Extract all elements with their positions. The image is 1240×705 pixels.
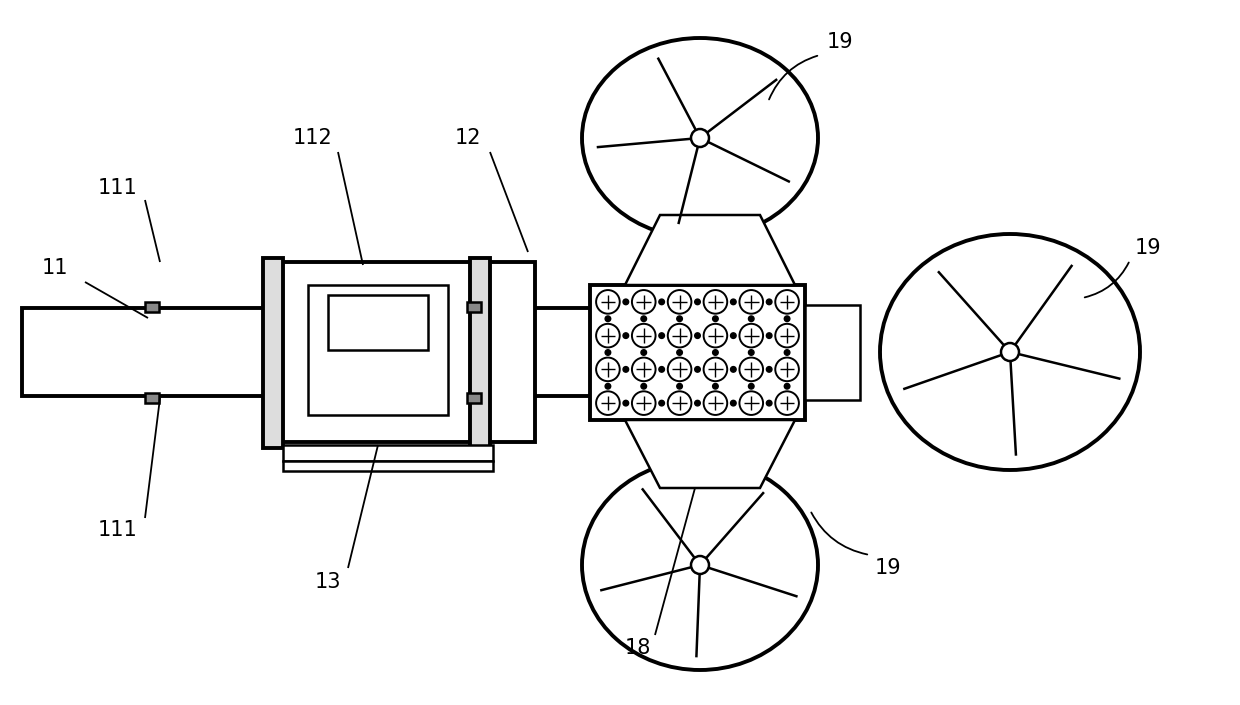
Bar bbox=[329, 295, 428, 350]
Circle shape bbox=[632, 324, 656, 348]
Circle shape bbox=[596, 290, 620, 314]
Polygon shape bbox=[625, 420, 795, 488]
Circle shape bbox=[622, 299, 629, 305]
Circle shape bbox=[739, 391, 763, 415]
Circle shape bbox=[632, 290, 656, 314]
Circle shape bbox=[605, 350, 611, 355]
Circle shape bbox=[605, 316, 611, 321]
Text: 19: 19 bbox=[874, 558, 901, 578]
Circle shape bbox=[730, 367, 737, 372]
Circle shape bbox=[694, 400, 701, 406]
Circle shape bbox=[694, 333, 701, 338]
Bar bbox=[467, 302, 481, 312]
Circle shape bbox=[730, 400, 737, 406]
Text: 19: 19 bbox=[827, 32, 853, 52]
Circle shape bbox=[784, 350, 790, 355]
Bar bbox=[467, 393, 481, 403]
Circle shape bbox=[605, 384, 611, 389]
Circle shape bbox=[713, 350, 718, 355]
Circle shape bbox=[596, 357, 620, 381]
Text: 12: 12 bbox=[455, 128, 481, 148]
Circle shape bbox=[641, 316, 646, 321]
Ellipse shape bbox=[582, 38, 818, 238]
Circle shape bbox=[632, 391, 656, 415]
Text: 111: 111 bbox=[98, 520, 138, 540]
Ellipse shape bbox=[880, 234, 1140, 470]
Circle shape bbox=[749, 384, 754, 389]
Circle shape bbox=[658, 299, 665, 305]
Text: 18: 18 bbox=[625, 638, 651, 658]
Circle shape bbox=[703, 391, 727, 415]
Ellipse shape bbox=[582, 460, 818, 670]
Bar bbox=[283, 461, 494, 471]
Circle shape bbox=[766, 299, 773, 305]
Circle shape bbox=[691, 556, 709, 574]
Text: 19: 19 bbox=[1135, 238, 1162, 258]
Circle shape bbox=[739, 290, 763, 314]
Bar bbox=[308, 285, 448, 415]
Bar bbox=[283, 445, 494, 461]
Circle shape bbox=[749, 316, 754, 321]
Text: 13: 13 bbox=[315, 572, 341, 592]
Circle shape bbox=[766, 367, 773, 372]
Bar bbox=[470, 258, 490, 448]
Bar bbox=[22, 308, 822, 396]
Bar bbox=[263, 258, 283, 448]
Circle shape bbox=[668, 357, 692, 381]
Circle shape bbox=[622, 367, 629, 372]
Circle shape bbox=[668, 391, 692, 415]
Circle shape bbox=[641, 384, 646, 389]
Circle shape bbox=[730, 299, 737, 305]
Circle shape bbox=[730, 333, 737, 338]
Bar bbox=[145, 302, 159, 312]
Circle shape bbox=[775, 290, 799, 314]
Circle shape bbox=[739, 357, 763, 381]
Circle shape bbox=[658, 333, 665, 338]
Circle shape bbox=[677, 316, 682, 321]
Circle shape bbox=[668, 290, 692, 314]
Text: 111: 111 bbox=[98, 178, 138, 198]
Circle shape bbox=[658, 367, 665, 372]
Circle shape bbox=[775, 391, 799, 415]
Bar bbox=[590, 285, 805, 420]
Circle shape bbox=[775, 324, 799, 348]
Circle shape bbox=[622, 400, 629, 406]
Circle shape bbox=[668, 324, 692, 348]
Circle shape bbox=[784, 316, 790, 321]
Circle shape bbox=[766, 333, 773, 338]
Circle shape bbox=[694, 299, 701, 305]
Circle shape bbox=[749, 350, 754, 355]
Circle shape bbox=[641, 350, 646, 355]
Circle shape bbox=[691, 129, 709, 147]
Circle shape bbox=[677, 384, 682, 389]
Circle shape bbox=[713, 384, 718, 389]
Circle shape bbox=[677, 350, 682, 355]
Text: 112: 112 bbox=[293, 128, 332, 148]
Circle shape bbox=[632, 357, 656, 381]
Circle shape bbox=[739, 324, 763, 348]
Circle shape bbox=[713, 316, 718, 321]
Bar bbox=[145, 393, 159, 403]
Circle shape bbox=[596, 324, 620, 348]
Circle shape bbox=[694, 367, 701, 372]
Circle shape bbox=[766, 400, 773, 406]
Circle shape bbox=[622, 333, 629, 338]
Circle shape bbox=[703, 357, 727, 381]
Polygon shape bbox=[625, 215, 795, 285]
Circle shape bbox=[596, 391, 620, 415]
Circle shape bbox=[703, 324, 727, 348]
Circle shape bbox=[703, 290, 727, 314]
Bar bbox=[265, 262, 534, 442]
Text: 11: 11 bbox=[42, 258, 68, 278]
Circle shape bbox=[784, 384, 790, 389]
Circle shape bbox=[775, 357, 799, 381]
Bar bbox=[805, 305, 861, 400]
Circle shape bbox=[658, 400, 665, 406]
Circle shape bbox=[1001, 343, 1019, 361]
